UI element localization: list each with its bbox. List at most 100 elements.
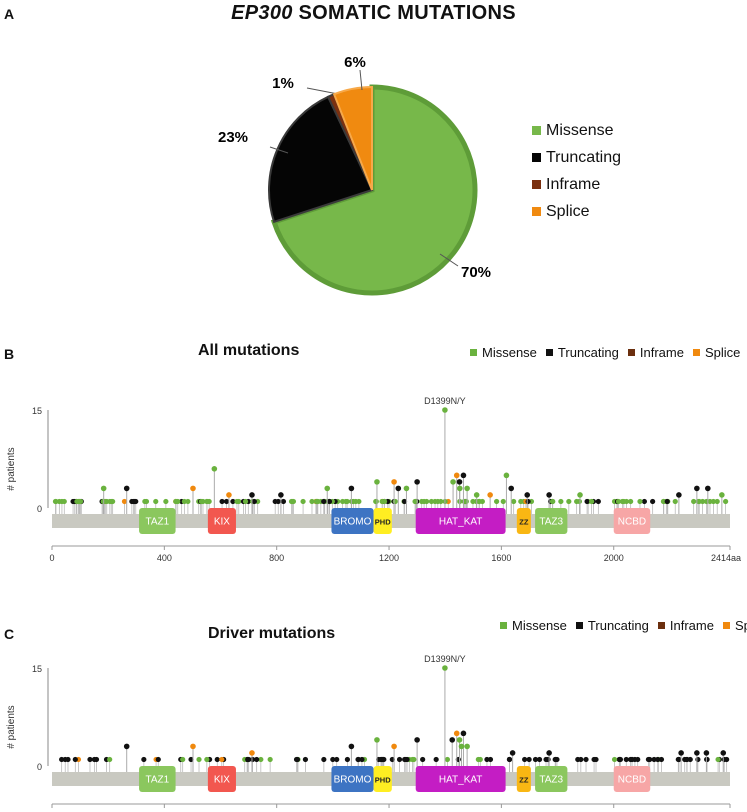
driver-mutation-dot xyxy=(464,743,470,750)
pie-chart: 70% 23% 1% 6% xyxy=(218,54,491,296)
all-domain-phd: PHD xyxy=(373,508,392,534)
driver-mutation-dot xyxy=(348,743,355,750)
driver-mutation-dot xyxy=(444,756,451,763)
all-mutation-dot xyxy=(524,492,531,498)
all-mutation-dot xyxy=(574,498,580,505)
all-mutation-dot xyxy=(508,485,515,492)
all-mutation-dot xyxy=(403,485,410,492)
all-mutation-dot xyxy=(391,479,397,485)
all-domain-box-bromo xyxy=(331,508,374,534)
all-domain-label-hat_kat: HAT_KAT xyxy=(439,517,483,528)
all-mutation-dot xyxy=(373,498,379,505)
all-mutation-dot xyxy=(664,498,670,505)
driver-mutation-dot xyxy=(611,756,618,763)
pie-leader-truncating xyxy=(269,146,289,154)
legend-b-label-inframe: Inframe xyxy=(639,345,684,360)
driver-domain-label-kix: KIX xyxy=(214,775,230,786)
all-mutation-dot xyxy=(226,492,232,498)
driver-domain-taz1: TAZ1 xyxy=(139,766,176,792)
all-mutation-dot xyxy=(280,498,287,505)
driver-mutation-dot xyxy=(214,756,220,763)
driver-domain-zz: ZZ xyxy=(516,766,531,792)
legend-c-label-missense: Missense xyxy=(512,618,567,633)
all-domain-box-phd xyxy=(373,508,392,534)
legend-c-truncating: Truncating xyxy=(575,618,649,633)
driver-mutation-dot xyxy=(695,756,701,763)
all-domain-bromo: BROMO xyxy=(331,508,374,534)
all-mutation-dot xyxy=(309,498,315,505)
driver-mutation-dot xyxy=(219,756,225,763)
all-domain-ncbd: NCBD xyxy=(613,508,651,534)
driver-domain-label-phd: PHD xyxy=(375,776,391,785)
all-domain-label-taz3: TAZ3 xyxy=(539,517,563,528)
legend-swatch-splice xyxy=(532,207,541,216)
all-xtick-1: 400 xyxy=(157,553,172,562)
all-mutation-dot xyxy=(494,498,500,505)
pie-slice-missense xyxy=(270,84,478,296)
driver-mutation-dot xyxy=(381,756,387,763)
driver-mutations-title: Driver mutations xyxy=(208,625,336,642)
all-mutation-dot xyxy=(70,498,76,505)
pie-legend: Missense Truncating Inframe Splice xyxy=(532,117,621,225)
all-mutation-dot xyxy=(190,485,196,492)
driver-mutation-dot xyxy=(141,756,147,763)
all-mutation-dot xyxy=(691,498,697,505)
driver-mutation-dot xyxy=(658,756,665,763)
legend-b-swatch-splice xyxy=(692,349,700,356)
pie-leader-inframe xyxy=(306,87,339,95)
driver-mutation-dot xyxy=(678,750,684,756)
legend-swatch-truncating xyxy=(532,153,541,162)
driver-mutation-dot xyxy=(91,756,97,763)
all-mutation-dot xyxy=(290,498,297,505)
all-mutation-dot xyxy=(123,485,130,492)
all-mutation-dot xyxy=(107,498,113,505)
all-mutation-dot xyxy=(464,485,470,492)
driver-hotspot-label: D1399N/Y xyxy=(424,654,466,664)
legend-swatch-missense xyxy=(532,126,541,135)
all-mutation-dot xyxy=(511,498,517,505)
pie-leader-missense xyxy=(439,253,459,267)
driver-domain-label-taz3: TAZ3 xyxy=(539,775,563,786)
driver-domain-ncbd: NCBD xyxy=(613,766,651,792)
driver-mutation-dot xyxy=(546,750,552,756)
driver-mutation-dot xyxy=(554,756,560,763)
all-mutation-dot xyxy=(641,498,647,505)
driver-mutation-dot xyxy=(456,737,463,743)
legend-label-truncating: Truncating xyxy=(546,148,621,166)
all-mutation-dot xyxy=(173,498,179,505)
all-domain-label-bromo: BROMO xyxy=(334,517,372,528)
pie-label-splice: 6% xyxy=(344,54,366,71)
legend-b-truncating: Truncating xyxy=(545,345,619,360)
driver-domain-box-hat_kat xyxy=(415,766,506,792)
all-mutation-dot xyxy=(326,498,333,505)
driver-mutation-dot xyxy=(246,756,252,763)
all-mutations-title: All mutations xyxy=(198,342,300,359)
driver-domain-label-zz: ZZ xyxy=(519,776,529,785)
all-mutation-dot xyxy=(204,498,210,505)
all-mutation-dot xyxy=(300,498,306,505)
driver-mutation-dot xyxy=(655,756,661,763)
all-mutation-dot xyxy=(619,498,625,505)
all-mutation-dot xyxy=(242,498,249,505)
legend-c-swatch-splice xyxy=(722,622,730,629)
driver-mutation-dot xyxy=(449,737,456,743)
driver-mutation-dot xyxy=(484,756,490,763)
driver-mutation-dot xyxy=(334,756,340,763)
driver-mutation-dot xyxy=(575,756,581,763)
driver-mutation-dot xyxy=(704,756,710,763)
driver-mutation-dot xyxy=(509,750,516,756)
legend-b-splice: Splice xyxy=(692,345,740,360)
all-mutation-dot xyxy=(348,485,355,492)
driver-domain-box-taz3 xyxy=(535,766,568,792)
all-mutation-dot xyxy=(121,498,128,505)
driver-domain-label-ncbd: NCBD xyxy=(618,775,646,786)
all-mutation-dot xyxy=(558,498,564,505)
driver-mutation-dot xyxy=(676,756,682,763)
all-domain-box-zz xyxy=(516,508,531,534)
pie-title-gene: EP300 xyxy=(231,2,293,24)
all-ylabel: # patients xyxy=(6,447,17,490)
driver-mutation-dot xyxy=(623,756,629,763)
all-mutation-dot xyxy=(56,498,62,505)
driver-mutation-dot xyxy=(583,756,589,763)
all-mutation-dot xyxy=(672,498,678,505)
